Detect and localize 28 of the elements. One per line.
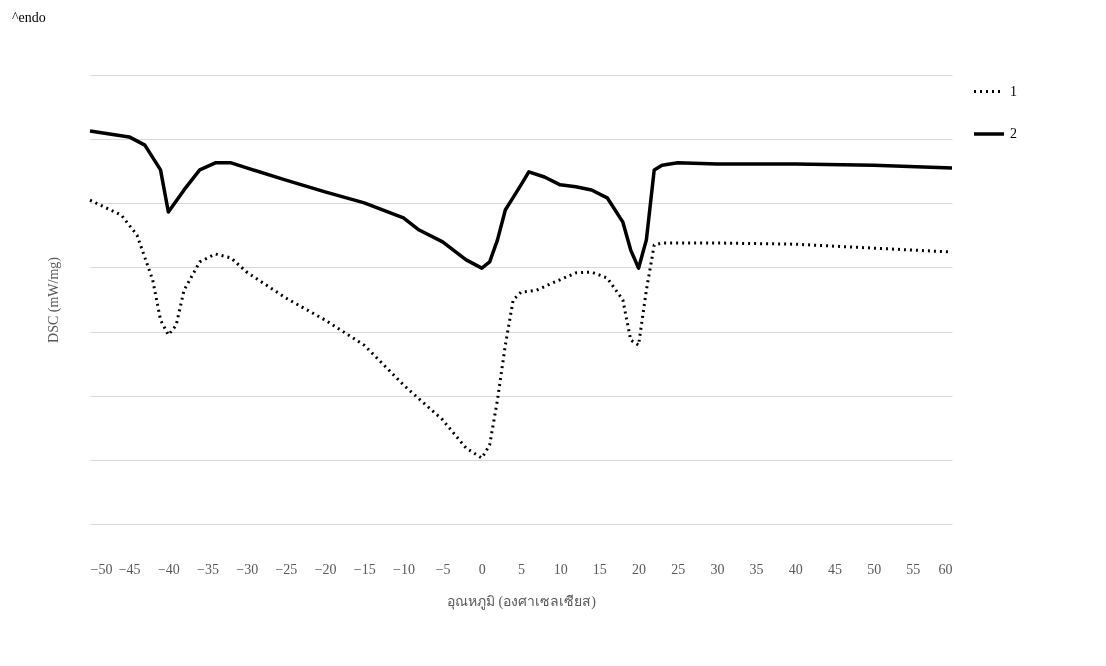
x-tick-label: 20 xyxy=(632,561,647,577)
x-tick-label: −40 xyxy=(157,561,180,577)
x-tick-label: 5 xyxy=(518,561,525,577)
x-tick-label: −10 xyxy=(393,561,415,577)
y-axis-title: DSC (mW/mg) xyxy=(45,256,62,343)
x-tick-label: 55 xyxy=(906,561,921,577)
x-tick-label: −50 xyxy=(90,561,113,577)
x-tick-label: 40 xyxy=(788,561,803,577)
x-tick-label: 10 xyxy=(553,561,568,577)
x-tick-label: 60 xyxy=(938,561,953,577)
x-tick-label: −20 xyxy=(314,561,337,577)
x-tick-label: 50 xyxy=(867,561,882,577)
x-tick-label: −15 xyxy=(353,561,376,577)
legend-label: 1 xyxy=(1010,83,1017,99)
x-tick-label: −30 xyxy=(236,561,259,577)
x-tick-label: 35 xyxy=(749,561,764,577)
x-tick-label: 25 xyxy=(671,561,686,577)
x-tick-label: 45 xyxy=(827,561,842,577)
x-tick-label: −35 xyxy=(197,561,219,577)
x-tick-label: −45 xyxy=(118,561,141,577)
x-tick-label: −25 xyxy=(275,561,298,577)
x-tick-label: 30 xyxy=(710,561,725,577)
x-tick-label: 15 xyxy=(592,561,607,577)
x-tick-label: −5 xyxy=(435,561,451,577)
x-axis-title: อุณหภูมิ (องศาเซลเซียส) xyxy=(447,593,597,610)
legend-label: 2 xyxy=(1010,126,1017,141)
text: ^endo xyxy=(12,10,46,26)
x-tick-label: 0 xyxy=(478,561,486,577)
